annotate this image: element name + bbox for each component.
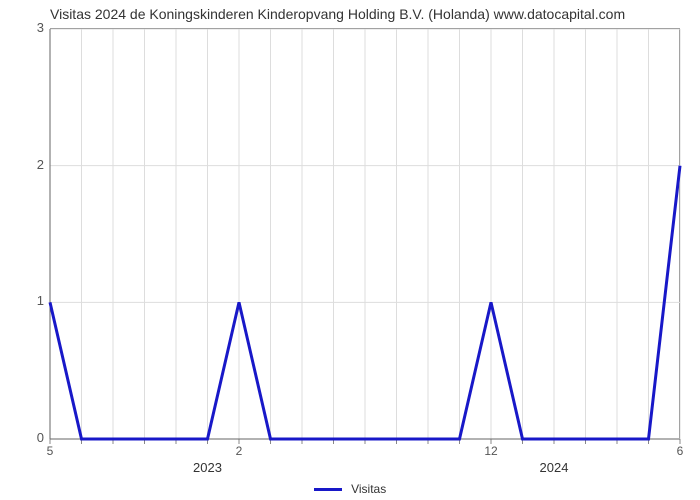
chart-container: Visitas 2024 de Koningskinderen Kinderop…: [0, 0, 700, 500]
x-tick-label: 6: [677, 444, 684, 458]
y-tick-label: 2: [4, 157, 44, 172]
legend-label: Visitas: [351, 482, 386, 496]
chart-title: Visitas 2024 de Koningskinderen Kinderop…: [50, 6, 625, 22]
y-tick-label: 1: [4, 293, 44, 308]
legend-swatch: [314, 488, 342, 491]
legend: Visitas: [0, 482, 700, 496]
x-tick-label: 5: [47, 444, 54, 458]
x-tick-label: 12: [484, 444, 497, 458]
chart-svg: [50, 29, 680, 439]
y-tick-label: 3: [4, 20, 44, 35]
chart-plot-area: [50, 28, 680, 438]
x-major-label: 2024: [540, 460, 569, 475]
y-tick-label: 0: [4, 430, 44, 445]
x-major-label: 2023: [193, 460, 222, 475]
x-tick-label: 2: [236, 444, 243, 458]
